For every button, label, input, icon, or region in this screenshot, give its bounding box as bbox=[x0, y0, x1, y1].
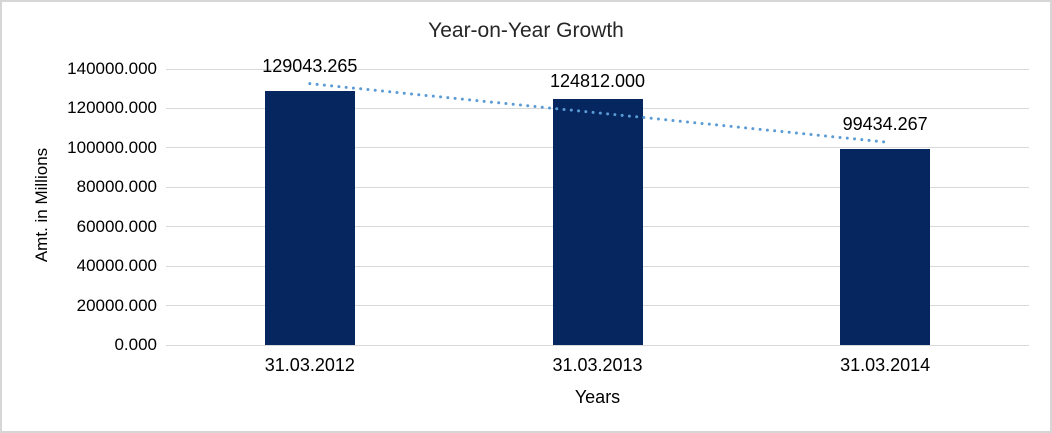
x-axis-title: Years bbox=[574, 387, 621, 407]
gridline bbox=[166, 344, 1029, 346]
y-tick-label: 60000.000 bbox=[76, 216, 157, 236]
y-tick-label: 80000.000 bbox=[76, 177, 157, 197]
bar-value-label: 124812.000 bbox=[549, 70, 646, 91]
y-axis-title: Amt. in Millions bbox=[32, 147, 51, 263]
bar-value-label: 99434.267 bbox=[842, 114, 928, 135]
x-tick-label: 31.03.2012 bbox=[264, 355, 355, 375]
bar bbox=[552, 98, 643, 345]
y-tick-label: 100000.000 bbox=[67, 137, 157, 157]
y-tick-label: 120000.000 bbox=[67, 98, 157, 118]
y-tick-label: 140000.000 bbox=[67, 59, 157, 78]
x-tick-label: 31.03.2013 bbox=[552, 355, 643, 375]
chart-title: Year-on-Year Growth bbox=[428, 19, 624, 42]
bar bbox=[264, 90, 355, 345]
gridline bbox=[166, 68, 1029, 70]
y-tick-label: 40000.000 bbox=[76, 256, 157, 276]
bar bbox=[840, 148, 931, 345]
y-tick-label: 20000.000 bbox=[76, 295, 157, 315]
y-tick-label: 0.000 bbox=[114, 335, 157, 354]
bar-value-label: 129043.265 bbox=[262, 55, 358, 76]
x-tick-label: 31.03.2014 bbox=[840, 355, 931, 375]
